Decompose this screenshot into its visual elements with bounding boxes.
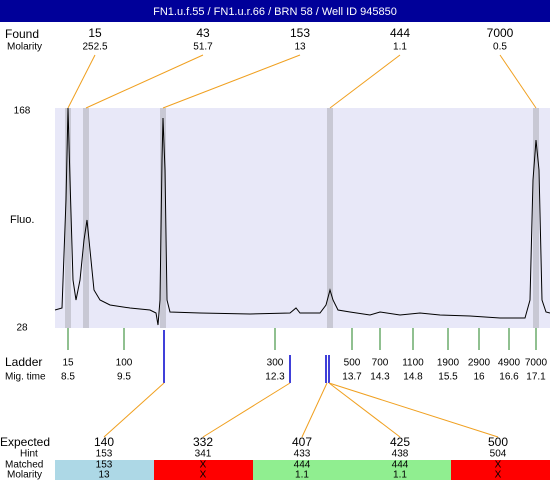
cell	[253, 460, 451, 480]
found-molarity: 1.1	[393, 42, 407, 53]
matched-molarity: X	[495, 470, 502, 480]
expected-link	[328, 382, 401, 438]
cell	[154, 460, 253, 480]
matched-size: 444	[392, 460, 409, 471]
ladder-time: 13.7	[342, 372, 362, 383]
ladder-time: 14.8	[403, 372, 423, 383]
cell	[55, 460, 154, 480]
marker-group	[163, 330, 330, 383]
ladder-size: 300	[267, 358, 284, 369]
peak-band	[65, 108, 71, 328]
y-axis-label: Fluo.	[10, 214, 34, 226]
found-size: 15	[88, 26, 102, 40]
expected-size: 140	[94, 435, 114, 449]
ladder-size: 2900	[468, 358, 491, 369]
hint-size: 341	[195, 449, 212, 460]
hint-size: 153	[96, 449, 113, 460]
expected-size: 500	[488, 435, 508, 449]
found-molarity: 0.5	[493, 42, 507, 53]
expected-size: 425	[390, 435, 410, 449]
found-size: 444	[390, 26, 410, 40]
expected-link	[202, 382, 291, 438]
ladder-time: 16	[473, 372, 485, 383]
matched-size: X	[200, 460, 207, 471]
expected-link	[328, 382, 499, 438]
ladder-size: 1900	[437, 358, 460, 369]
ladder-size: 500	[344, 358, 361, 369]
found-link	[85, 54, 204, 109]
expected-link-group	[103, 382, 499, 438]
ladder-time: 17.1	[526, 372, 546, 383]
matched-size: 444	[294, 460, 311, 471]
matched-label: Matched	[5, 460, 43, 471]
found-size: 7000	[487, 26, 514, 40]
matched-molarity: 13	[98, 470, 110, 480]
ladder-size: 700	[372, 358, 389, 369]
found-label: Found	[5, 27, 39, 41]
expected-link	[301, 382, 328, 438]
expected-size: 332	[193, 435, 213, 449]
ladder-size: 7000	[525, 358, 548, 369]
found-molarity: 252.5	[82, 42, 107, 53]
ladder-size: 15	[62, 358, 74, 369]
found-link	[499, 54, 537, 109]
expected-link	[103, 382, 165, 438]
y-min-label: 28	[16, 323, 28, 334]
hint-size: 433	[294, 449, 311, 460]
plot-area	[55, 108, 550, 328]
peak-band	[327, 108, 333, 328]
ladder-label: Ladder	[5, 355, 42, 369]
found-link	[329, 54, 401, 109]
hint-size: 438	[392, 449, 409, 460]
ladder-time: 14.3	[370, 372, 390, 383]
ladder-size: 1100	[402, 358, 424, 369]
ladder-time: 16.6	[499, 372, 519, 383]
found-link	[67, 54, 96, 109]
matched-molarity: X	[200, 470, 207, 480]
peak-band	[160, 108, 166, 328]
matched-molarity: 1.1	[393, 470, 407, 480]
header-title: FN1.u.f.55 / FN1.u.r.66 / BRN 58 / Well …	[153, 6, 397, 18]
molarity-label: Molarity	[7, 470, 42, 480]
ladder-time: 8.5	[61, 372, 75, 383]
expected-size: 407	[292, 435, 312, 449]
matched-size: 153	[96, 460, 113, 471]
hint-size: 504	[490, 449, 507, 460]
ladder-time: 15.5	[438, 372, 458, 383]
matched-molarity: 1.1	[295, 470, 309, 480]
found-molarity: 51.7	[193, 42, 213, 53]
ladder-sub-label: Mig. time	[5, 372, 46, 383]
found-molarity: 13	[294, 42, 306, 53]
peak-band	[83, 108, 89, 328]
trace	[54, 107, 550, 326]
header-bar	[0, 0, 550, 22]
ladder-size: 4900	[498, 358, 521, 369]
found-size: 43	[196, 26, 210, 40]
ladder-time: 12.3	[265, 372, 285, 383]
cell	[451, 460, 550, 480]
found-link	[162, 54, 301, 109]
hint-label: Hint	[20, 449, 38, 460]
y-max-label: 168	[14, 106, 31, 117]
expected-label: Expected	[0, 435, 50, 449]
ladder-size: 100	[116, 358, 133, 369]
found-sub-label: Molarity	[7, 42, 42, 53]
found-size: 153	[290, 26, 310, 40]
ladder-time: 9.5	[117, 372, 131, 383]
matched-size: X	[495, 460, 502, 471]
peak-band	[533, 108, 539, 328]
